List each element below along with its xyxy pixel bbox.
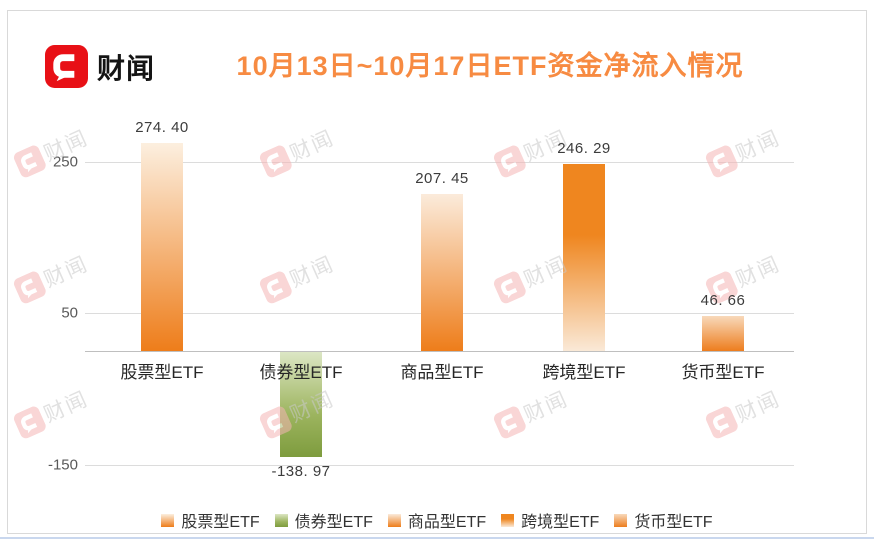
y-axis-tick: -150 <box>47 456 78 474</box>
legend-item: 货币型ETF <box>614 508 713 532</box>
legend-swatch-icon <box>614 513 628 527</box>
bottom-divider <box>0 537 874 539</box>
legend-label: 商品型ETF <box>407 514 487 531</box>
value-label: 274. 40 <box>135 119 189 136</box>
caiwen-logo-icon <box>45 45 88 88</box>
category-label: 跨境型ETF <box>542 363 626 382</box>
bar-5 <box>702 316 744 351</box>
category-label: 股票型ETF <box>120 363 204 382</box>
brand-name: 财闻 <box>97 52 156 84</box>
value-label: 207. 45 <box>415 170 469 187</box>
brand-block: 财闻 <box>45 45 155 88</box>
legend-swatch-icon <box>501 513 515 527</box>
category-label: 货币型ETF <box>681 363 765 382</box>
legend-item: 债券型ETF <box>274 508 373 532</box>
zero-axis-line <box>85 351 794 352</box>
watermark-text: 财闻 <box>520 387 573 428</box>
legend-label: 股票型ETF <box>181 514 260 531</box>
legend-item: 股票型ETF <box>161 508 260 532</box>
caiwen-watermark: 财闻 <box>491 248 573 306</box>
bar-1 <box>141 143 183 351</box>
caiwen-watermark: 财闻 <box>703 383 785 441</box>
caiwen-watermark: 财闻 <box>11 383 93 441</box>
category-label: 债券型ETF <box>259 363 343 382</box>
legend-item: 商品型ETF <box>387 508 487 532</box>
caiwen-watermark: 财闻 <box>257 248 339 306</box>
value-label: 46. 66 <box>700 292 746 309</box>
caiwen-watermark: 财闻 <box>11 248 93 306</box>
watermark-text: 财闻 <box>286 252 339 293</box>
value-label: -138. 97 <box>271 463 331 480</box>
gridline <box>85 465 794 466</box>
legend-label: 货币型ETF <box>634 514 713 531</box>
value-label: 246. 29 <box>557 140 611 157</box>
caiwen-watermark: 财闻 <box>491 383 573 441</box>
legend-label: 债券型ETF <box>294 514 373 531</box>
legend-swatch-icon <box>274 513 288 527</box>
gridline <box>85 162 794 163</box>
y-axis-tick: 50 <box>61 304 78 322</box>
caiwen-watermark: 财闻 <box>703 122 785 180</box>
watermark-text: 财闻 <box>732 387 785 428</box>
y-axis-tick: 250 <box>52 153 78 171</box>
legend-swatch-icon <box>387 513 401 527</box>
bar-2 <box>280 352 322 457</box>
watermark-text: 财闻 <box>732 252 785 293</box>
chart-title: 10月13日~10月17日ETF资金净流入情况 <box>236 51 744 81</box>
bar-4 <box>563 164 605 351</box>
chart-legend: 股票型ETF 债券型ETF 商品型ETF 跨境型ETF 货币型ETF <box>0 508 874 532</box>
bar-3 <box>421 194 463 351</box>
legend-swatch-icon <box>161 513 175 527</box>
legend-label: 跨境型ETF <box>521 514 600 531</box>
category-label: 商品型ETF <box>400 363 484 382</box>
watermark-text: 财闻 <box>40 252 93 293</box>
legend-item: 跨境型ETF <box>501 508 599 532</box>
watermark-text: 财闻 <box>40 387 93 428</box>
caiwen-watermark: 财闻 <box>11 122 93 180</box>
caiwen-watermark: 财闻 <box>257 122 339 180</box>
